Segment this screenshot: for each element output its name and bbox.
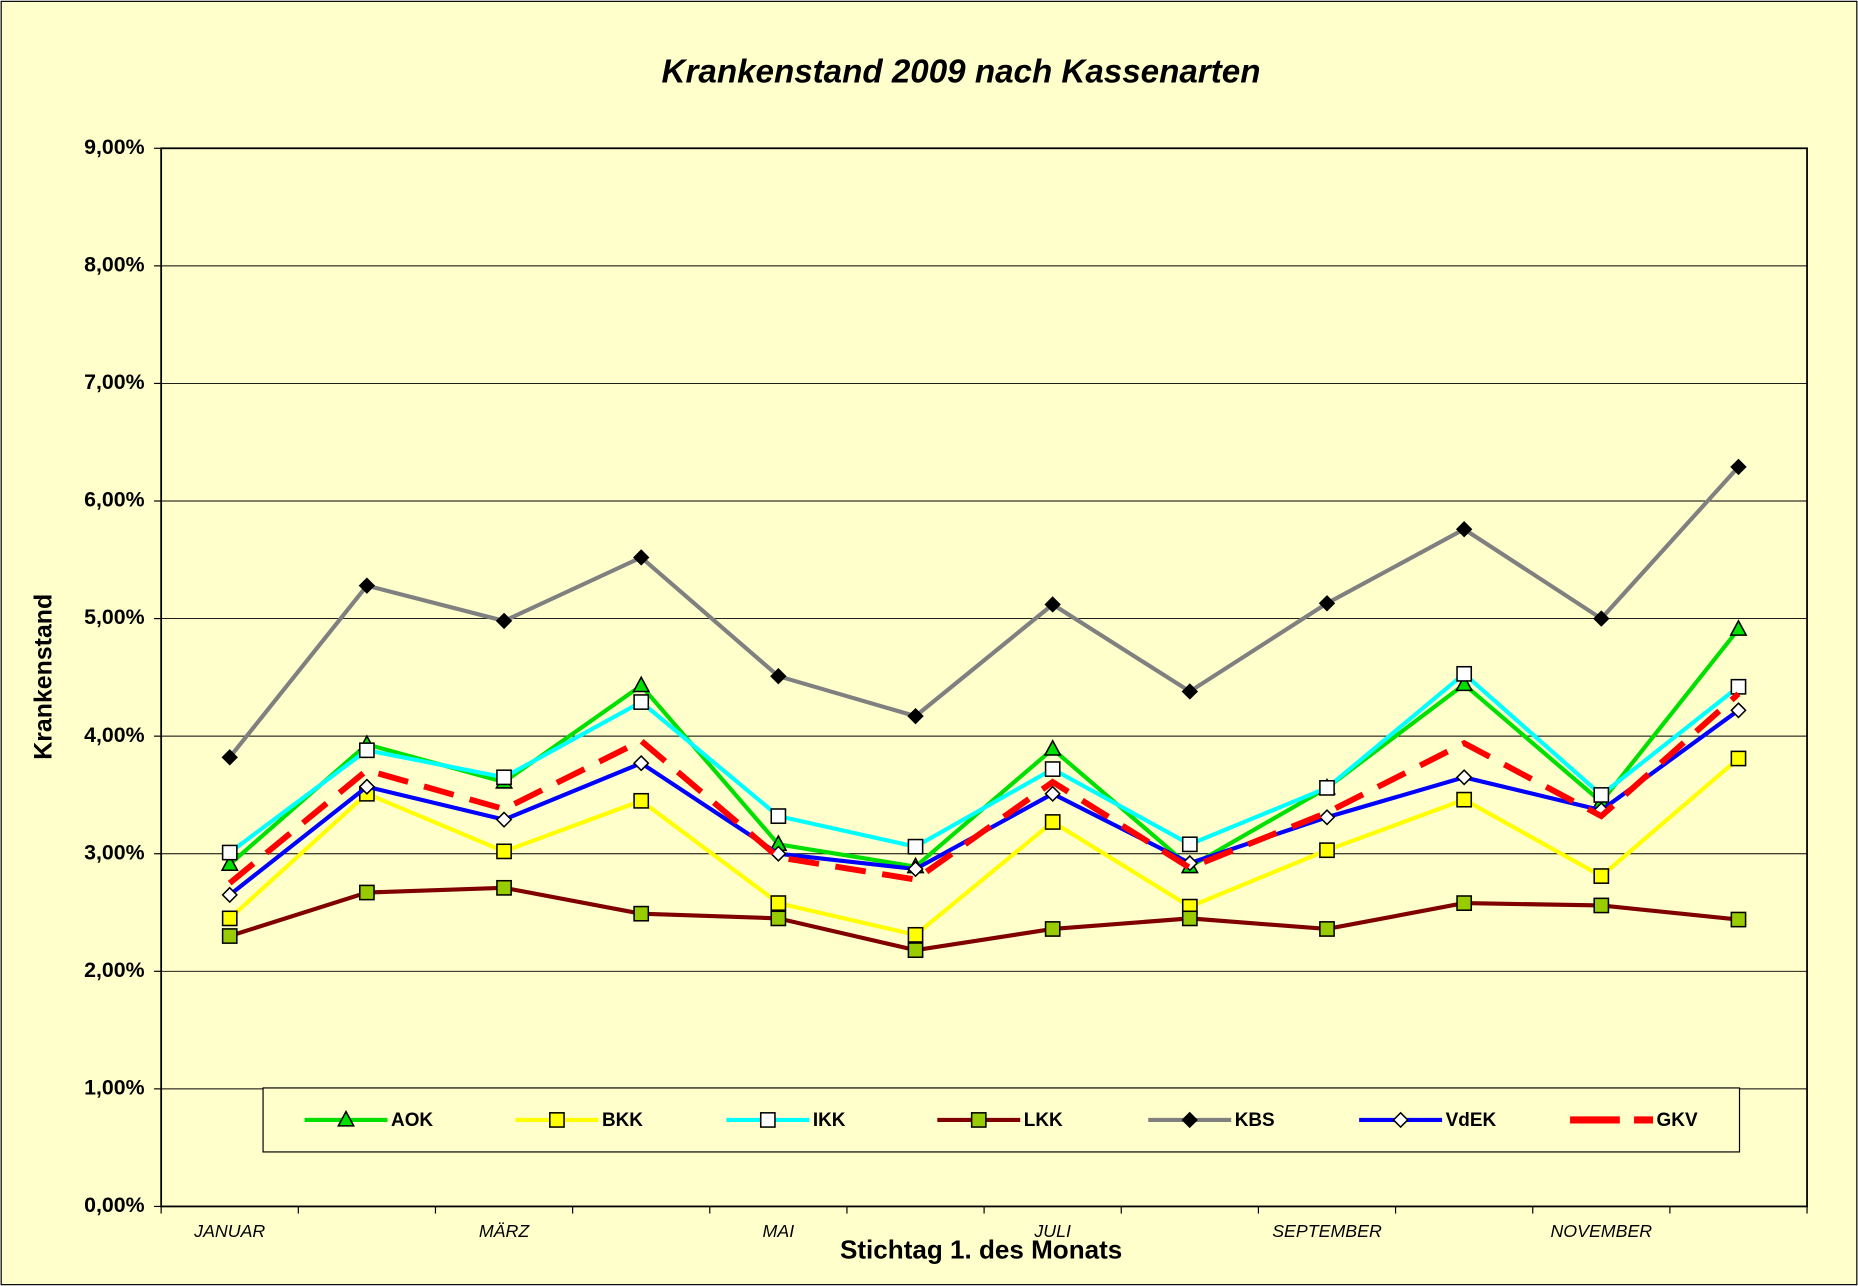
marker (907, 942, 924, 959)
y-tick-label: 6,00% (84, 488, 144, 512)
y-tick-label: 1,00% (84, 1075, 144, 1099)
marker (1455, 521, 1473, 538)
marker (549, 1112, 565, 1128)
marker (1044, 761, 1061, 777)
marker (770, 895, 787, 911)
marker (1044, 785, 1061, 802)
marker (1593, 897, 1610, 914)
chart-title: Krankenstand 2009 nach Kassenarten (662, 53, 1261, 90)
marker (970, 1112, 987, 1128)
marker (1593, 868, 1610, 884)
marker (496, 769, 512, 786)
legend-label: LKK (1024, 1110, 1063, 1131)
marker (907, 838, 924, 855)
series-line (228, 465, 1741, 759)
marker (1319, 921, 1335, 937)
marker (1181, 1111, 1198, 1129)
marker (1593, 610, 1610, 627)
marker (1319, 780, 1335, 796)
x-tick-label: NOVEMBER (1550, 1221, 1652, 1241)
marker (221, 886, 238, 904)
x-tick-label: MAI (763, 1221, 795, 1241)
y-tick-label: 4,00% (84, 723, 144, 747)
marker (1456, 665, 1473, 682)
marker (221, 910, 238, 927)
x-tick-label: JANUAR (193, 1221, 265, 1241)
series-line (228, 756, 1740, 938)
marker (1593, 787, 1610, 803)
series-line (229, 885, 1739, 953)
legend-label: BKK (602, 1110, 643, 1131)
legend-label: KBS (1235, 1110, 1275, 1131)
marker (907, 707, 924, 725)
marker (633, 792, 650, 809)
marker (359, 742, 375, 759)
y-tick-label: 0,00% (84, 1193, 144, 1217)
marker (1456, 791, 1473, 808)
marker (633, 905, 650, 922)
marker (220, 854, 239, 871)
marker (759, 1112, 776, 1128)
marker (633, 694, 650, 710)
marker (1318, 595, 1336, 612)
marker (633, 754, 650, 772)
y-tick-label: 3,00% (84, 840, 144, 864)
marker (495, 811, 513, 828)
marker (770, 667, 787, 685)
marker (1456, 895, 1473, 911)
marker (1730, 702, 1747, 719)
marker (1044, 921, 1061, 937)
marker (633, 549, 650, 566)
marker (1455, 769, 1473, 786)
x-tick-label: MÄRZ (479, 1221, 530, 1241)
marker (770, 910, 787, 927)
marker (1730, 458, 1747, 476)
y-tick-label: 9,00% (84, 135, 144, 159)
y-axis-label: Krankenstand (30, 594, 58, 760)
marker (1730, 911, 1747, 928)
x-tick-label: JULI (1033, 1221, 1071, 1241)
y-tick-label: 2,00% (84, 958, 144, 982)
legend-label: GKV (1657, 1110, 1698, 1131)
y-tick-label: 8,00% (84, 252, 144, 276)
marker (1318, 809, 1336, 826)
marker (496, 879, 512, 896)
marker (1044, 596, 1061, 613)
x-axis-label: Stichtag 1. des Monats (840, 1234, 1122, 1264)
marker (1043, 739, 1062, 756)
series-line (228, 671, 1740, 855)
marker (1392, 1111, 1409, 1129)
marker (1044, 814, 1061, 830)
marker (907, 926, 924, 943)
legend-label: VdEK (1446, 1110, 1497, 1131)
marker (359, 884, 375, 901)
marker (221, 749, 238, 766)
marker (221, 928, 238, 944)
marker (495, 612, 513, 630)
marker (1181, 910, 1198, 927)
marker (1319, 842, 1335, 859)
marker (1730, 678, 1747, 695)
marker (1730, 750, 1747, 767)
series-line (227, 691, 1741, 886)
marker (1455, 674, 1474, 692)
y-tick-label: 7,00% (84, 370, 144, 394)
marker (337, 1110, 356, 1127)
marker (907, 860, 924, 878)
marker (1181, 683, 1199, 700)
marker (1729, 619, 1748, 636)
legend-label: AOK (391, 1110, 433, 1131)
marker (632, 675, 651, 693)
legend-label: IKK (813, 1110, 846, 1131)
marker (1181, 836, 1198, 853)
marker (770, 808, 787, 824)
marker (358, 577, 376, 594)
plot-area (160, 147, 1808, 1208)
y-tick-label: 5,00% (84, 605, 144, 629)
marker (358, 778, 376, 795)
marker (221, 844, 238, 861)
x-tick-label: SEPTEMBER (1272, 1221, 1382, 1241)
marker (496, 843, 512, 860)
